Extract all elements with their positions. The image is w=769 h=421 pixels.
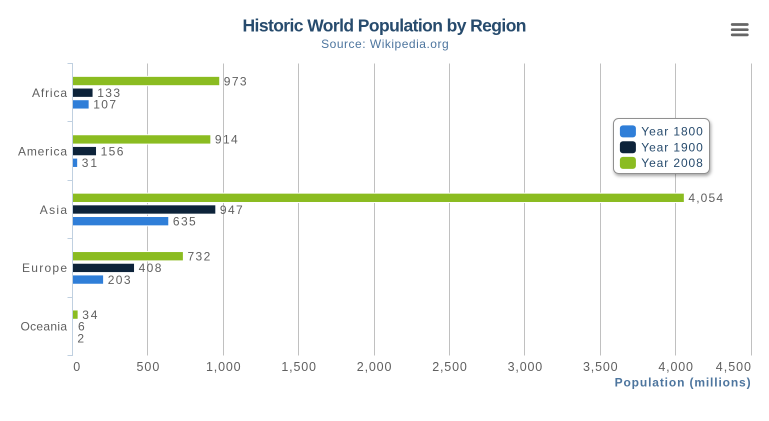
svg-text:4,500: 4,500 [716,360,751,374]
svg-text:3,500: 3,500 [583,360,618,374]
svg-text:107: 107 [93,98,116,112]
svg-text:203: 203 [108,273,131,287]
svg-text:732: 732 [188,250,211,264]
svg-text:2,000: 2,000 [357,360,392,374]
svg-text:973: 973 [224,74,247,88]
svg-text:0: 0 [73,360,80,374]
svg-text:Year 2008: Year 2008 [641,156,703,170]
svg-text:Year 1900: Year 1900 [641,141,703,155]
svg-text:Asia: Asia [40,203,68,217]
svg-text:Africa: Africa [32,86,67,100]
svg-text:914: 914 [215,133,238,147]
svg-text:2,500: 2,500 [432,360,467,374]
svg-text:408: 408 [139,261,162,275]
svg-text:1,000: 1,000 [206,360,241,374]
svg-text:156: 156 [101,144,124,158]
svg-text:America: America [18,144,67,158]
svg-text:1,500: 1,500 [281,360,316,374]
svg-text:31: 31 [82,156,98,170]
svg-text:Historic World Population by R: Historic World Population by Region [243,16,527,36]
svg-text:635: 635 [173,215,196,229]
svg-text:947: 947 [220,203,243,217]
svg-text:Oceania: Oceania [21,320,68,334]
svg-text:4,054: 4,054 [688,191,723,205]
svg-text:Population (millions): Population (millions) [615,376,751,390]
svg-text:500: 500 [137,360,160,374]
svg-text:4,000: 4,000 [658,360,693,374]
svg-text:2: 2 [77,331,84,345]
svg-text:Europe: Europe [22,261,67,275]
svg-text:Year 1800: Year 1800 [641,125,703,139]
svg-text:Source: Wikipedia.org: Source: Wikipedia.org [321,37,449,51]
svg-text:3,000: 3,000 [508,360,543,374]
